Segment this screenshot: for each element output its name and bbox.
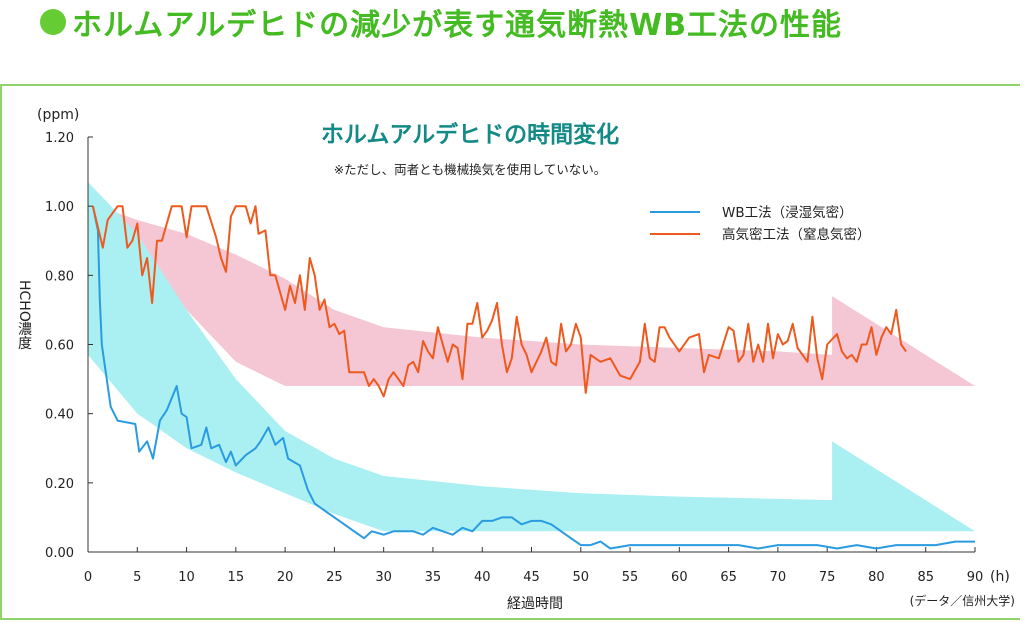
x-unit-label: (h) — [990, 569, 1010, 585]
x-tick-label: 75 — [819, 570, 836, 585]
y-tick-label: 0.60 — [45, 339, 74, 354]
x-tick-label: 90 — [967, 570, 984, 585]
axes-layer: 0.00 0.20 0.40 0.60 0.80 1.00 1.20 0 5 10 15 20 25 30… — [45, 131, 983, 585]
bands-layer — [88, 181, 975, 532]
x-tick-label: 40 — [474, 570, 491, 585]
heading-bullet-icon — [40, 9, 66, 35]
x-tick-label: 25 — [326, 570, 343, 585]
page-heading: ホルムアルデヒドの減少が表す通気断熱WB工法の性能 — [40, 2, 843, 43]
x-tick-label: 35 — [425, 570, 442, 585]
x-tick-label: 45 — [523, 570, 540, 585]
x-tick-label: 55 — [622, 570, 639, 585]
x-tick-label: 80 — [868, 570, 885, 585]
series-line-wb — [91, 205, 975, 550]
y-tick-label: 0.20 — [45, 477, 74, 492]
y-tick-label: 0.80 — [45, 269, 74, 284]
legend-label-high: 高気密工法（窒息気密） — [722, 226, 871, 243]
y-unit-label: (ppm) — [37, 107, 79, 123]
x-tick-label: 70 — [770, 570, 787, 585]
y-tick-label: 1.00 — [45, 200, 74, 215]
y-axis-label: HCHO濃度 — [16, 280, 32, 350]
series-layer — [91, 205, 975, 550]
band-1 — [88, 181, 975, 532]
chart-panel — [0, 84, 1020, 620]
x-tick-label: 20 — [277, 570, 294, 585]
x-tick-label: 15 — [228, 570, 245, 585]
x-axis-label: 経過時間 — [507, 596, 563, 612]
legend: WB工法（浸湿気密） 高気密工法（窒息気密） — [650, 204, 871, 243]
y-tick-label: 0.00 — [45, 546, 74, 561]
x-tick-label: 50 — [573, 570, 590, 585]
heading-text: ホルムアルデヒドの減少が表す通気断熱WB工法の性能 — [72, 8, 843, 43]
x-tick-label: 10 — [178, 570, 195, 585]
source-label: (データ／信州大学) — [910, 593, 1015, 608]
band-0 — [88, 202, 975, 386]
y-tick-label: 1.20 — [45, 131, 74, 146]
x-tick-label: 30 — [375, 570, 392, 585]
x-tick-label: 5 — [133, 570, 141, 585]
chart-subtitle: ※ただし、両者とも機械換気を使用していない。 — [334, 162, 607, 177]
y-tick-label: 0.40 — [45, 408, 74, 423]
legend-label-wb: WB工法（浸湿気密） — [722, 204, 853, 221]
x-tick-label: 0 — [84, 570, 92, 585]
x-tick-label: 85 — [917, 570, 934, 585]
chart-title: ホルムアルデヒドの時間変化 — [321, 121, 619, 148]
x-tick-label: 65 — [720, 570, 737, 585]
series-line-high — [91, 205, 907, 398]
x-tick-label: 60 — [671, 570, 688, 585]
